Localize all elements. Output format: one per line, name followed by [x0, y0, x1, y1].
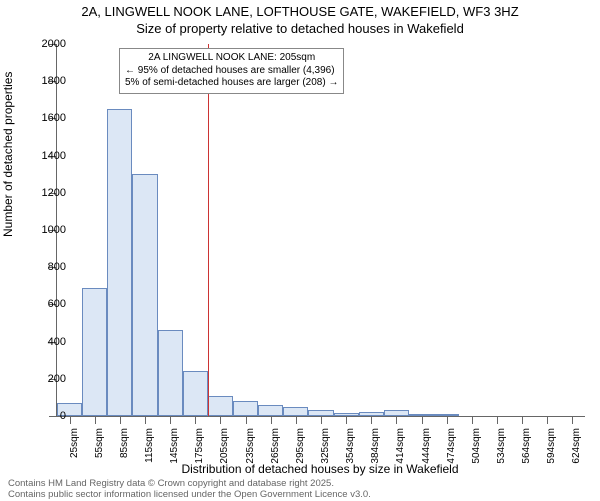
x-tick-label: 414sqm — [395, 428, 406, 468]
y-tick-label: 1200 — [42, 187, 66, 199]
footer-line1: Contains HM Land Registry data © Crown c… — [8, 478, 334, 489]
reference-line — [208, 44, 209, 416]
histogram-bar — [158, 330, 183, 416]
footer-line2: Contains public sector information licen… — [8, 489, 371, 500]
y-tick-label: 0 — [60, 410, 66, 422]
x-tick-label: 205sqm — [219, 428, 230, 468]
x-tick-label: 25sqm — [69, 428, 80, 468]
x-tick-label: 624sqm — [571, 428, 582, 468]
x-tick — [271, 416, 272, 424]
histogram-bar — [132, 174, 157, 416]
y-tick-label: 2000 — [42, 38, 66, 50]
x-tick — [522, 416, 523, 424]
x-tick — [371, 416, 372, 424]
x-tick — [321, 416, 322, 424]
annotation-line2: ← 95% of detached houses are smaller (4,… — [125, 65, 338, 78]
y-tick-label: 1400 — [42, 150, 66, 162]
x-tick — [447, 416, 448, 424]
x-tick-label: 55sqm — [94, 428, 105, 468]
x-tick — [296, 416, 297, 424]
footer-attribution: Contains HM Land Registry data © Crown c… — [8, 478, 371, 501]
y-tick-label: 400 — [48, 336, 66, 348]
histogram-bar — [233, 401, 258, 416]
x-tick-label: 534sqm — [496, 428, 507, 468]
x-tick-label: 325sqm — [320, 428, 331, 468]
y-tick — [49, 416, 57, 417]
x-tick — [396, 416, 397, 424]
histogram-bar — [183, 371, 208, 416]
x-tick — [346, 416, 347, 424]
chart-title: 2A, LINGWELL NOOK LANE, LOFTHOUSE GATE, … — [0, 0, 600, 38]
x-tick-label: 444sqm — [421, 428, 432, 468]
x-tick-label: 115sqm — [144, 428, 155, 468]
histogram-bar — [107, 109, 132, 416]
x-tick-label: 594sqm — [546, 428, 557, 468]
histogram-bar — [283, 407, 308, 416]
x-tick — [472, 416, 473, 424]
histogram-bar — [82, 288, 107, 416]
plot-area: 2A LINGWELL NOOK LANE: 205sqm← 95% of de… — [56, 44, 585, 417]
y-tick-label: 600 — [48, 298, 66, 310]
x-tick-label: 235sqm — [245, 428, 256, 468]
x-tick-label: 85sqm — [119, 428, 130, 468]
y-tick-label: 1800 — [42, 75, 66, 87]
y-axis-label: Number of detached properties — [1, 72, 15, 237]
x-tick-label: 265sqm — [270, 428, 281, 468]
histogram-bar — [208, 396, 233, 416]
x-tick — [572, 416, 573, 424]
x-tick — [145, 416, 146, 424]
chart-container: 2A, LINGWELL NOOK LANE, LOFTHOUSE GATE, … — [0, 0, 600, 500]
x-tick — [95, 416, 96, 424]
y-tick-label: 1000 — [42, 224, 66, 236]
annotation-box: 2A LINGWELL NOOK LANE: 205sqm← 95% of de… — [119, 48, 344, 94]
annotation-line3: 5% of semi-detached houses are larger (2… — [125, 77, 338, 90]
x-tick-label: 384sqm — [370, 428, 381, 468]
title-line1: 2A, LINGWELL NOOK LANE, LOFTHOUSE GATE, … — [81, 4, 518, 19]
x-tick-label: 175sqm — [194, 428, 205, 468]
y-tick-label: 800 — [48, 261, 66, 273]
x-tick — [195, 416, 196, 424]
x-tick-label: 295sqm — [295, 428, 306, 468]
title-line2: Size of property relative to detached ho… — [136, 21, 464, 36]
x-tick — [246, 416, 247, 424]
x-tick-label: 474sqm — [446, 428, 457, 468]
x-tick-label: 564sqm — [521, 428, 532, 468]
x-tick-label: 504sqm — [471, 428, 482, 468]
x-tick — [422, 416, 423, 424]
x-tick — [220, 416, 221, 424]
y-tick-label: 200 — [48, 373, 66, 385]
y-tick-label: 1600 — [42, 112, 66, 124]
x-tick — [120, 416, 121, 424]
annotation-line1: 2A LINGWELL NOOK LANE: 205sqm — [125, 52, 338, 65]
x-tick-label: 145sqm — [169, 428, 180, 468]
x-tick — [170, 416, 171, 424]
x-tick — [547, 416, 548, 424]
histogram-bar — [258, 405, 283, 416]
x-tick-label: 354sqm — [345, 428, 356, 468]
x-tick — [497, 416, 498, 424]
x-tick — [70, 416, 71, 424]
